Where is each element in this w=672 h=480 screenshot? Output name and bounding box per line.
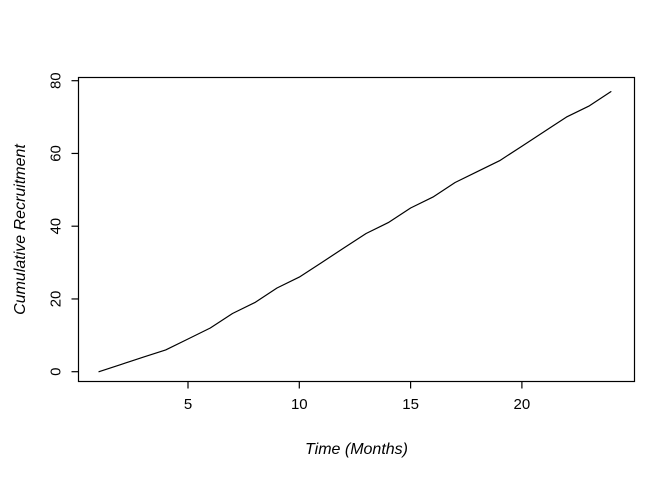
plot-box <box>77 76 636 383</box>
y-tick-label: 0 <box>48 368 65 376</box>
x-tick-label: 15 <box>402 396 419 413</box>
y-tick-label: 80 <box>48 72 65 89</box>
y-tick-label: 20 <box>48 291 65 308</box>
y-tick-label: 60 <box>48 145 65 162</box>
x-tick-label: 5 <box>184 396 192 413</box>
recruitment-line <box>98 90 612 373</box>
x-tick-label: 10 <box>291 396 308 413</box>
y-tick-label: 40 <box>48 218 65 235</box>
series-group <box>98 90 612 373</box>
y-axis-label: Cumulative Recruitment <box>12 144 29 315</box>
x-axis-label: Time (Months) <box>305 441 408 458</box>
y-axis-ticks: 0 20 40 60 80 <box>48 72 79 376</box>
x-tick-label: 20 <box>514 396 531 413</box>
x-axis-ticks: 5 10 15 20 <box>184 381 531 413</box>
